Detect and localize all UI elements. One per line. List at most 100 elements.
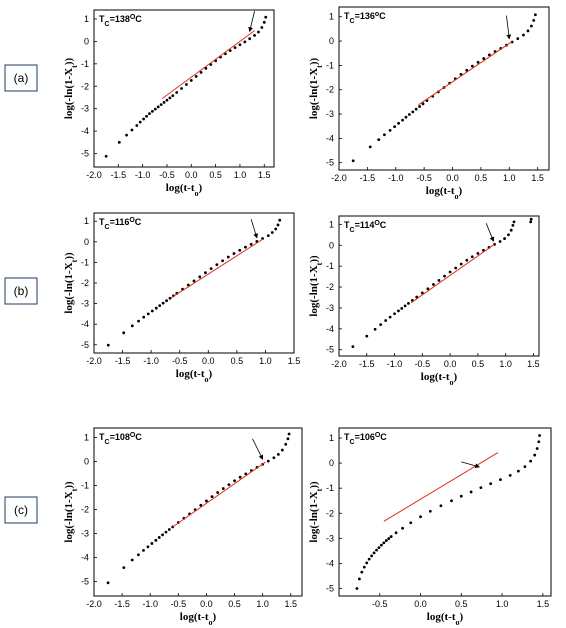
chart-a-right: -2.0 -1.5 -1.0 -0.5 0.0 0.5 1.0 1.5 1 0 -1 -2 -3 -4 -5…	[308, 6, 550, 201]
data-point	[106, 581, 110, 585]
x-axis-title-part: log(t-t	[421, 371, 450, 383]
x-tick-label: 1.5	[527, 359, 540, 369]
data-point	[394, 531, 398, 535]
data-point	[397, 121, 400, 125]
data-point	[421, 102, 425, 106]
data-point	[384, 319, 388, 322]
temperature-label-part: O	[130, 14, 136, 21]
data-point	[382, 541, 386, 545]
temperature-label-part: C	[105, 439, 110, 446]
y-tick-label: -1	[81, 481, 89, 491]
temperature-label-part: =108	[110, 432, 130, 442]
x-axis-title-part: )	[199, 182, 203, 194]
x-axis-title-part: log(t-t	[176, 368, 205, 380]
y-axis-title: log(-ln(1-Xt))	[308, 481, 324, 543]
y-axis-title-part: t	[315, 488, 324, 491]
x-axis-title-part: )	[460, 611, 464, 623]
x-tick-label: -0.5	[171, 599, 187, 609]
data-point	[216, 491, 220, 494]
arrow-annotation	[250, 219, 258, 239]
data-point	[137, 553, 140, 557]
data-point	[266, 234, 270, 238]
data-point	[367, 557, 371, 561]
temperature-label-part: C	[350, 227, 355, 234]
temperature-label-part: C	[135, 432, 142, 442]
data-point	[357, 577, 361, 581]
temperature-label: TC=136oC	[344, 11, 386, 25]
data-point	[238, 248, 242, 252]
data-point	[432, 283, 435, 286]
temperature-label-part: T	[344, 11, 350, 21]
row-label-text: (a)	[14, 71, 29, 85]
data-point	[117, 140, 121, 144]
data-point	[248, 37, 252, 41]
x-tick-label: -1.5	[114, 599, 130, 609]
x-tick-label: 1.0	[234, 170, 247, 180]
y-tick-label: 0	[329, 36, 334, 46]
row-label-c: (c)	[4, 496, 38, 524]
data-point	[142, 117, 146, 121]
temperature-label-part: O	[130, 432, 136, 439]
data-point	[287, 432, 291, 436]
temperature-label-part: C	[105, 21, 110, 28]
data-point	[221, 259, 224, 263]
data-point	[232, 252, 236, 255]
arrow-annotation	[485, 223, 495, 242]
fit-line	[410, 243, 495, 304]
data-point	[479, 486, 483, 490]
temperature-label-part: T	[344, 432, 350, 442]
data-point	[459, 494, 463, 498]
y-tick-label: -5	[326, 158, 334, 168]
data-point	[393, 312, 396, 316]
fit-line	[172, 461, 266, 528]
x-tick-label: 1.0	[499, 359, 512, 369]
data-point	[537, 440, 541, 444]
fit-line	[170, 238, 263, 299]
y-tick-label: -5	[81, 149, 89, 159]
data-point	[377, 546, 381, 550]
data-point	[355, 587, 359, 590]
data-point	[165, 299, 168, 303]
data-point	[448, 270, 452, 274]
data-point	[437, 278, 441, 282]
data-point	[227, 483, 231, 487]
x-axis-title: log(t-to)	[426, 185, 463, 201]
data-point	[167, 528, 171, 531]
data-point	[360, 570, 364, 574]
x-tick-label: 1.5	[284, 599, 297, 609]
data-point	[387, 537, 391, 540]
x-axis-title-part: log(t-t	[180, 611, 209, 623]
x-tick-label: -0.5	[372, 599, 388, 609]
data-point	[401, 526, 404, 530]
y-tick-label: -5	[81, 340, 89, 350]
data-point	[530, 24, 533, 28]
x-axis-title-part: o	[205, 375, 209, 384]
data-point	[469, 490, 473, 494]
temperature-label-part: O	[129, 217, 135, 224]
temperature-label: TC=106OC	[344, 432, 387, 446]
y-tick-label: -2	[326, 282, 334, 292]
data-point	[508, 473, 512, 477]
y-tick-label: -4	[326, 324, 334, 334]
y-tick-label: -4	[81, 553, 89, 563]
data-point	[135, 124, 139, 127]
temperature-label-part: C	[135, 14, 142, 24]
data-point	[529, 459, 533, 463]
data-point	[199, 70, 203, 74]
data-point	[511, 224, 515, 227]
data-point	[142, 315, 146, 319]
x-tick-label: 0.0	[446, 173, 459, 183]
y-tick-label: -4	[81, 126, 89, 136]
data-point	[373, 327, 377, 331]
y-tick-label: -5	[326, 345, 334, 355]
data-point	[276, 453, 280, 456]
data-point	[204, 66, 208, 70]
x-tick-label: -2.0	[86, 599, 102, 609]
data-point	[272, 456, 276, 460]
data-point	[400, 306, 404, 310]
data-point	[388, 128, 392, 132]
x-tick-label: 0.5	[209, 170, 222, 180]
data-point	[150, 109, 154, 113]
plot-frame	[338, 6, 550, 171]
y-axis-title-part: ))	[63, 58, 75, 66]
